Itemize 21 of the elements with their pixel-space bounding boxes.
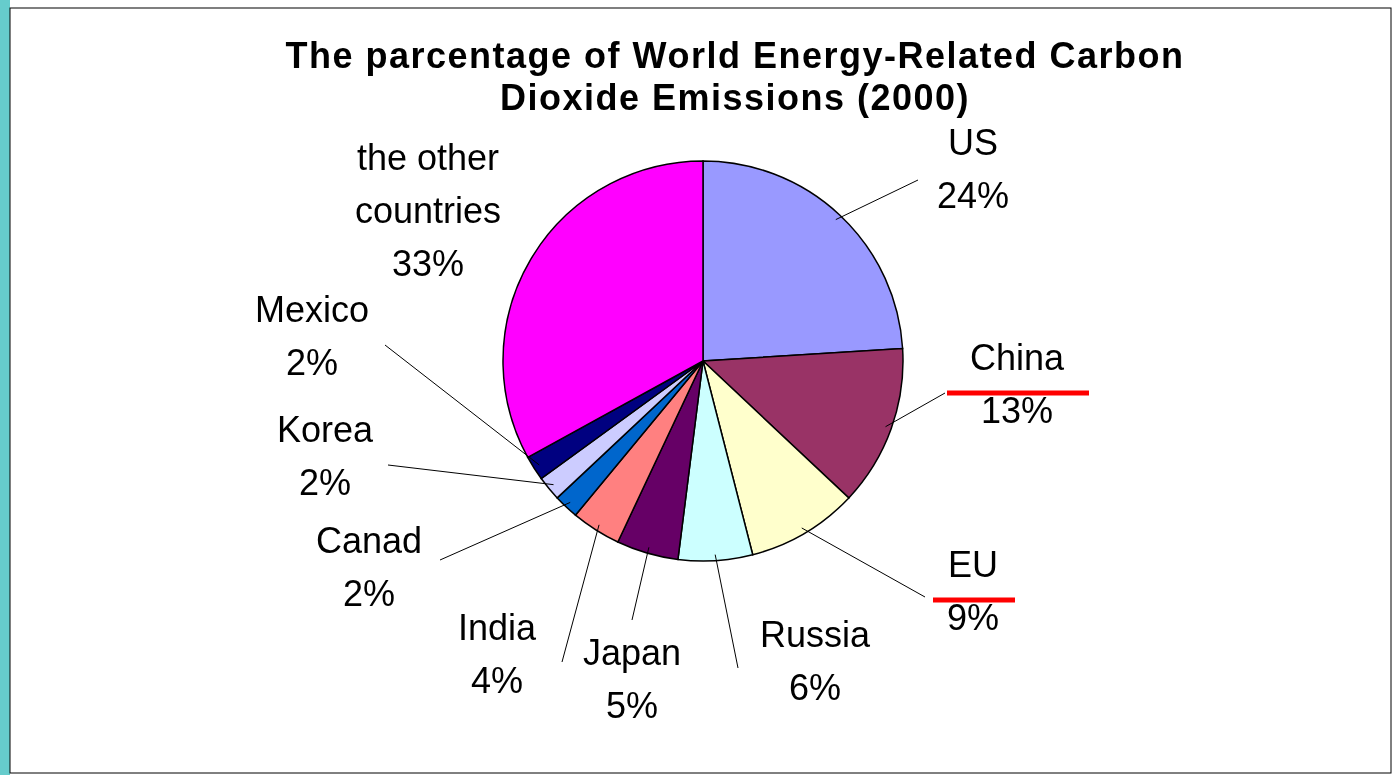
slice-label: US bbox=[947, 122, 999, 163]
data-label: 9% bbox=[946, 597, 1000, 638]
data-label: 2% bbox=[298, 462, 352, 503]
slice-label: the other countries bbox=[354, 137, 502, 231]
slice-label: Japan bbox=[582, 632, 682, 673]
slice-label: India bbox=[457, 607, 537, 648]
data-label: 5% bbox=[605, 685, 659, 726]
data-label: 24% bbox=[936, 175, 1010, 216]
data-label: 4% bbox=[470, 660, 524, 701]
slice-label: EU bbox=[947, 544, 999, 585]
slice-label: Mexico bbox=[254, 289, 370, 330]
slice-label: China bbox=[969, 337, 1066, 378]
data-label: 6% bbox=[788, 667, 842, 708]
data-label: 13% bbox=[980, 390, 1054, 431]
data-label: 33% bbox=[391, 243, 465, 284]
data-label: 2% bbox=[285, 342, 339, 383]
slice-label: Russia bbox=[759, 614, 871, 655]
slice-label: Canad bbox=[315, 520, 423, 561]
chart-title: The parcentage of World Energy-Related Carbon Dioxide Emissions (2000) bbox=[285, 35, 1185, 118]
slice-label: Korea bbox=[276, 409, 374, 450]
data-label: 2% bbox=[342, 573, 396, 614]
